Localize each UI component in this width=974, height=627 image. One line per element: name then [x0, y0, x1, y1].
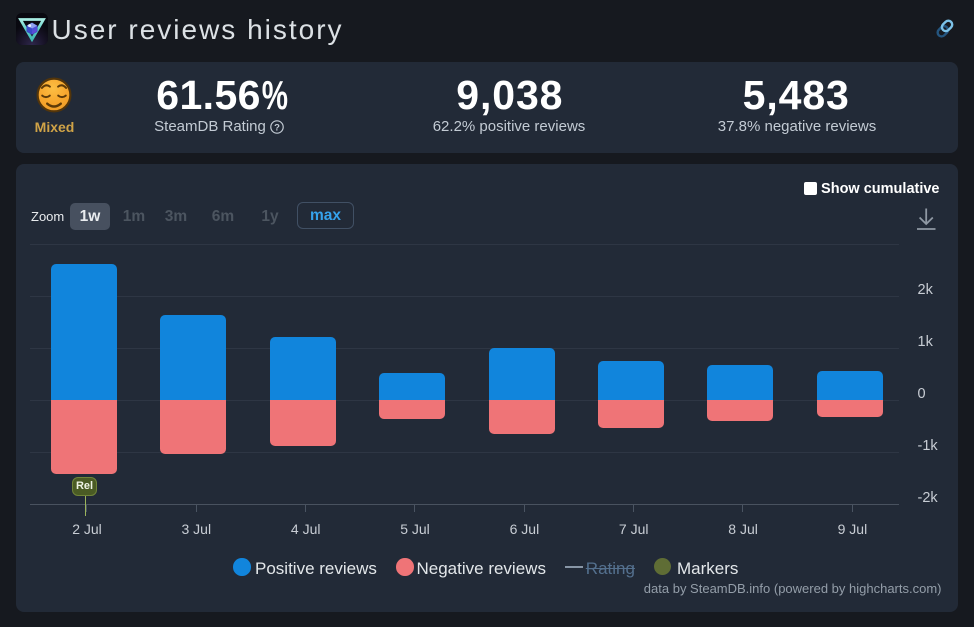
svg-text:?: ? — [274, 122, 280, 133]
